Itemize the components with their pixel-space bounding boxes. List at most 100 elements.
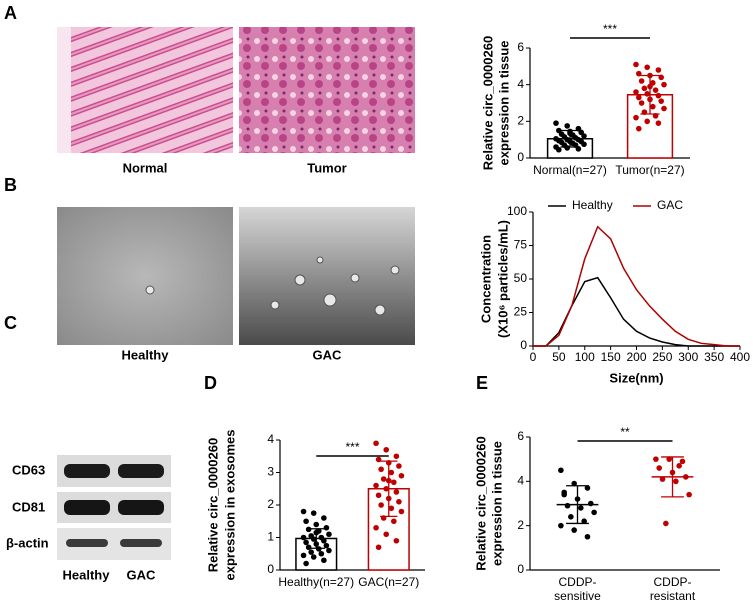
data-point [323, 542, 330, 549]
data-point [303, 518, 309, 525]
data-point [638, 100, 645, 106]
data-point [564, 123, 570, 129]
x-tick-label: 400 [730, 350, 750, 364]
y-axis-label: Concentration [478, 235, 493, 323]
blot-row-label: CD81 [12, 499, 45, 514]
legend-label: GAC [657, 198, 683, 212]
data-point [388, 505, 395, 512]
data-point [683, 474, 689, 480]
data-point [581, 141, 587, 148]
data-point [652, 87, 659, 93]
data-point [561, 491, 567, 498]
panel-letter: A [4, 3, 17, 23]
vesicles [145, 256, 400, 316]
data-point [321, 537, 327, 544]
data-point [658, 74, 664, 81]
data-point [396, 498, 402, 505]
data-point [591, 509, 597, 516]
data-point [323, 524, 330, 531]
data-point [564, 502, 571, 509]
data-point [636, 70, 642, 77]
data-point [310, 554, 317, 560]
data-point [313, 521, 320, 528]
blot-lane-label: GAC [127, 567, 157, 582]
histology-image [239, 27, 415, 153]
y-tick-label: 2 [517, 518, 524, 532]
data-point [558, 467, 564, 474]
x-tick-label: Tumor(n=27) [615, 163, 684, 177]
data-point [553, 120, 559, 126]
data-point [391, 479, 397, 486]
y-axis-label: Relative circ_0000260 [480, 36, 495, 170]
data-point [398, 472, 405, 479]
data-point [655, 67, 662, 73]
data-point [305, 544, 312, 551]
blot-row-label: CD63 [12, 462, 45, 477]
data-point [644, 118, 650, 125]
panel-letter: C [4, 313, 17, 333]
x-tick-label: GAC(n=27) [358, 575, 419, 589]
data-point [658, 98, 664, 104]
error-bar [640, 74, 660, 115]
x-axis-label: Size(nm) [609, 370, 663, 385]
data-point [558, 522, 564, 529]
y-tick-label: 2 [517, 114, 524, 128]
x-tick-label: 300 [678, 350, 698, 364]
error-bar [566, 485, 589, 525]
tem-image [57, 207, 233, 345]
data-point [644, 91, 650, 97]
data-point [300, 508, 307, 515]
data-point [398, 508, 405, 515]
data-point [581, 518, 587, 525]
data-point [373, 482, 379, 489]
image-label: Normal [123, 160, 168, 175]
data-point [380, 476, 387, 482]
data-point [584, 533, 591, 540]
histology-edge [57, 27, 71, 153]
y-tick-label: 4 [517, 474, 524, 488]
y-tick-label: 4 [517, 77, 524, 91]
error-bar [661, 456, 684, 498]
x-tick-label: 200 [626, 350, 646, 364]
y-tick-label: 4 [267, 432, 274, 446]
data-point [393, 453, 400, 460]
data-point [633, 89, 639, 95]
x-tick-label: CDDP- [654, 575, 692, 589]
x-tick-label: CDDP- [559, 575, 597, 589]
data-point [310, 510, 317, 516]
data-point [636, 94, 642, 101]
data-point [300, 552, 307, 559]
panel-letter: B [4, 175, 17, 195]
data-point [571, 480, 577, 487]
data-point [375, 492, 382, 499]
x-tick-label: 350 [704, 350, 724, 364]
line [533, 225, 740, 347]
data-point [663, 520, 669, 527]
data-point [661, 81, 667, 88]
data-point [383, 485, 390, 492]
data-point [378, 502, 384, 508]
data-point [321, 515, 327, 521]
data-point [391, 518, 397, 525]
data-point [300, 534, 307, 541]
y-tick-label: 75 [514, 238, 528, 252]
y-tick-label: 2 [267, 497, 274, 511]
data-point [383, 531, 390, 538]
data-point [584, 485, 591, 491]
significance-label: *** [345, 440, 359, 454]
x-tick-label: 0 [530, 350, 537, 364]
y-tick-label: 6 [517, 40, 524, 54]
data-point [644, 64, 650, 71]
significance-label: ** [620, 425, 630, 439]
y-tick-label: 3 [267, 465, 274, 479]
y-tick-label: 0 [520, 338, 527, 352]
x-tick-label: 250 [652, 350, 672, 364]
data-point [686, 491, 692, 498]
y-axis-label: Relative circ_0000260 [473, 436, 488, 570]
data-point [556, 146, 562, 153]
y-tick-label: 0 [517, 150, 524, 164]
data-point [661, 105, 667, 112]
data-point [308, 549, 314, 555]
blot-row-label: β-actin [6, 535, 49, 550]
